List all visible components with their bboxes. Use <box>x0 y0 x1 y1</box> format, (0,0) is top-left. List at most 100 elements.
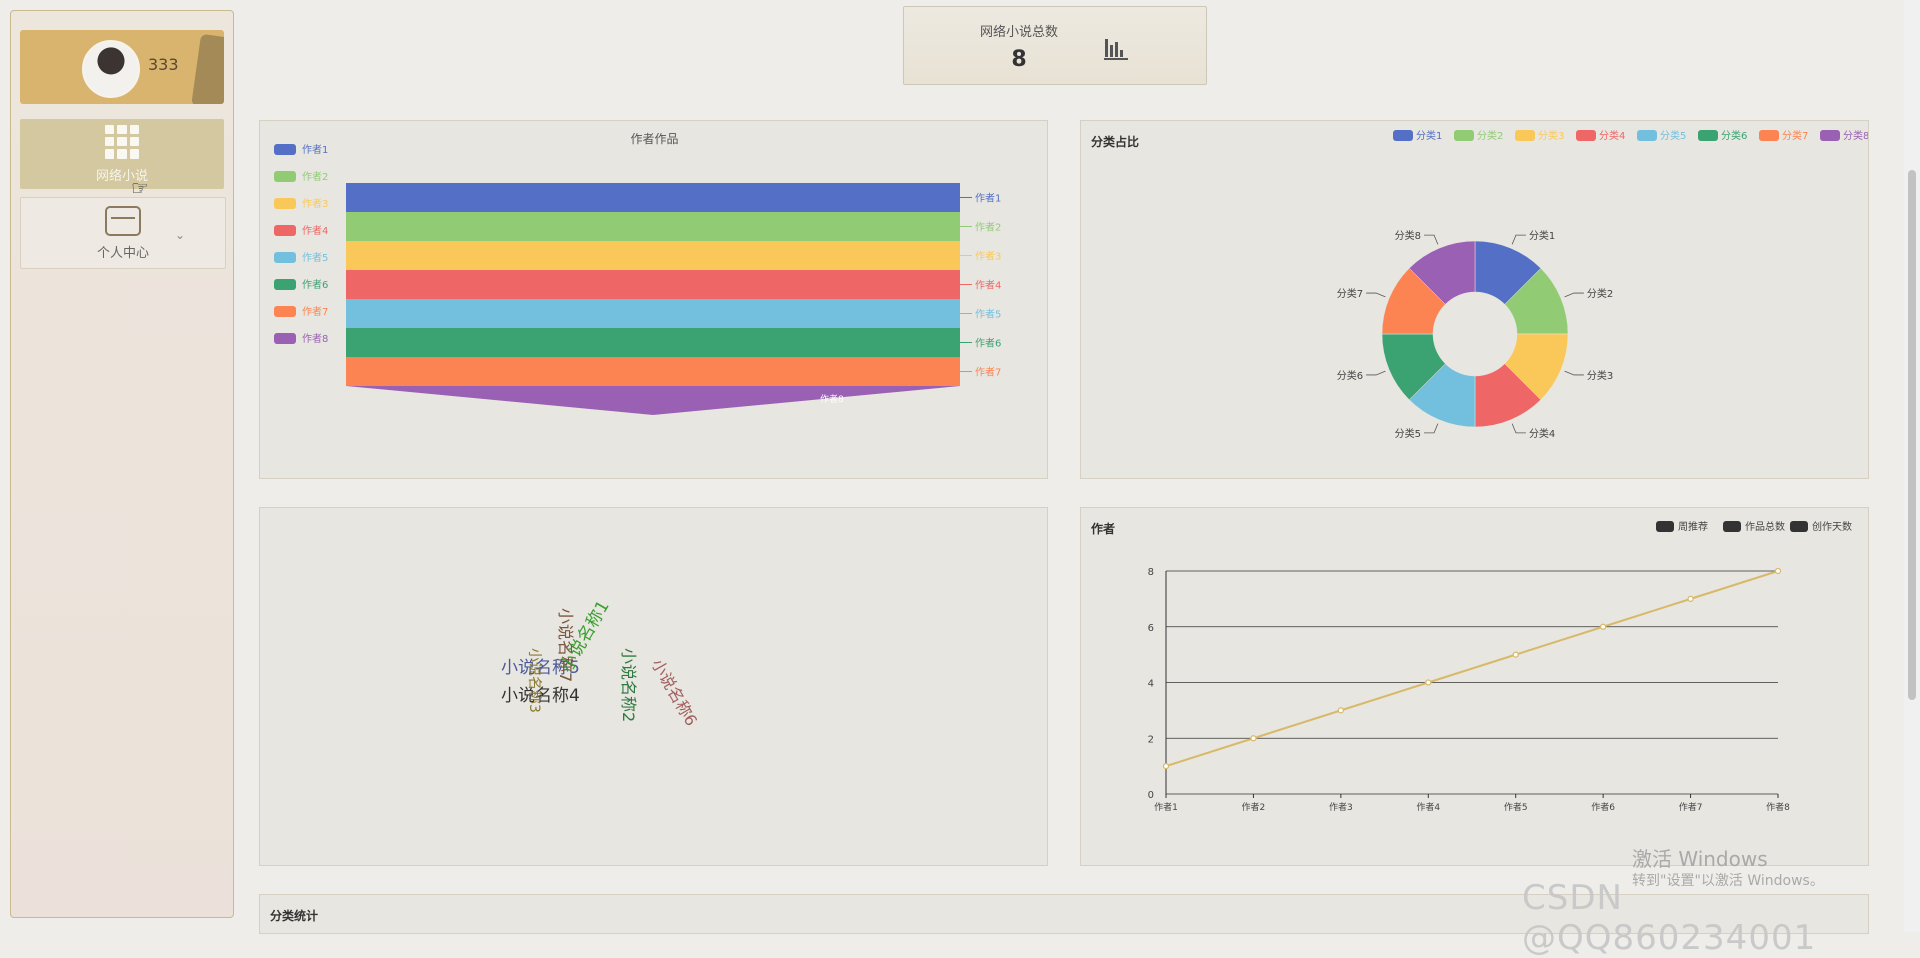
pie-slice-label: 分类2 <box>1587 287 1613 300</box>
funnel-chart[interactable]: 作者1作者2作者3作者4作者5作者6作者7作者8作者1作者2作者3作者4作者5作… <box>260 121 1047 478</box>
line-series-path <box>1165 570 1779 768</box>
funnel-legend-label: 作者2 <box>302 171 328 183</box>
line-panel: 作者 周推荐 作品总数 创作天数 0 2 4 6 8 作者1 作者2 作者3 作者4 作者5 作者6 作者7… <box>1080 507 1869 866</box>
nav-item-personal-center[interactable]: 个人中心 ⌄ <box>20 197 226 269</box>
funnel-band <box>346 357 960 386</box>
pie-legend-label: 分类8 <box>1843 129 1868 142</box>
novel-total-card: 网络小说总数 8 <box>903 6 1207 85</box>
chevron-down-icon[interactable]: ⌄ <box>174 228 185 242</box>
pie-legend-swatch <box>1820 130 1840 141</box>
grid-icon <box>105 124 139 159</box>
line-y-tick: 4 <box>1148 679 1154 690</box>
avatar[interactable] <box>82 40 140 98</box>
page-scrollbar[interactable] <box>1904 0 1920 932</box>
line-x-tick: 作者7 <box>1679 801 1703 813</box>
cloud-word: 小说名称4 <box>501 686 580 706</box>
funnel-legend-label: 作者4 <box>302 225 328 237</box>
line-x-tick: 作者3 <box>1329 801 1353 813</box>
bar-chart-icon <box>1104 39 1128 60</box>
line-point <box>1162 763 1170 770</box>
line-title: 作者 <box>1091 522 1116 536</box>
stat-label: 网络小说总数 <box>979 25 1058 40</box>
line-legend-label: 创作天数 <box>1812 520 1852 533</box>
scrollbar-thumb[interactable] <box>1908 170 1916 700</box>
sidebar: 333 网络小说 个人中心 ⌄ ☞ <box>10 10 234 918</box>
cloud-word: 小说名称5 <box>501 658 580 678</box>
pie-label-line <box>1564 292 1584 298</box>
line-point <box>1250 735 1257 742</box>
mouse-cursor-icon: ☞ <box>131 176 149 200</box>
pie-legend-swatch <box>1454 130 1474 141</box>
csdn-watermark: CSDN @QQ860234001 <box>1522 878 1817 958</box>
funnel-band <box>346 183 960 212</box>
cloud-word: 小说名称3 <box>526 648 542 713</box>
funnel-band-label: 作者4 <box>975 280 1001 292</box>
line-x-tick: 作者1 <box>1154 801 1178 813</box>
funnel-legend-label: 作者3 <box>302 198 328 210</box>
pie-legend-label: 分类4 <box>1599 129 1625 142</box>
cloud-word: 小说名称2 <box>619 648 638 722</box>
funnel-band <box>346 386 960 415</box>
pie-slice-label: 分类8 <box>1395 229 1421 242</box>
line-legend-swatch <box>1656 521 1674 532</box>
pie-legend-label: 分类6 <box>1721 129 1747 142</box>
nav-center-label: 个人中心 <box>96 245 149 261</box>
pie-chart[interactable]: 分类1 分类2 分类3 分类4 分类5 分类6 分类7 分类8分类1分类2分类3分类4分类5分… <box>1081 121 1868 478</box>
line-point <box>1687 595 1694 602</box>
pie-legend-label: 分类1 <box>1416 129 1442 142</box>
line-legend-label: 周推荐 <box>1678 520 1708 533</box>
pie-label-line <box>1564 370 1584 376</box>
line-x-tick: 作者6 <box>1591 801 1615 813</box>
funnel-band-label: 作者1 <box>975 193 1001 205</box>
line-point <box>1512 651 1519 658</box>
pie-label-line <box>1366 370 1386 376</box>
user-card[interactable]: 333 <box>20 30 224 104</box>
funnel-legend-swatch <box>274 306 296 317</box>
funnel-legend-swatch <box>274 171 296 182</box>
pie-label-line <box>1424 423 1439 434</box>
pie-legend-swatch <box>1515 130 1535 141</box>
funnel-legend-label: 作者7 <box>302 306 328 318</box>
nav-item-novel[interactable]: 网络小说 <box>20 119 224 189</box>
funnel-band <box>346 270 960 299</box>
pie-legend-label: 分类3 <box>1538 129 1564 142</box>
funnel-legend-swatch <box>274 198 296 209</box>
funnel-band-label: 作者2 <box>975 222 1001 234</box>
line-x-tick: 作者5 <box>1504 801 1528 813</box>
funnel-legend-swatch <box>274 333 296 344</box>
funnel-band-label: 作者7 <box>975 367 1001 379</box>
stat-value: 8 <box>1011 47 1027 72</box>
pie-label-line <box>1424 234 1439 245</box>
pie-panel: 分类占比 分类1 分类2 分类3 分类4 分类5 分类6 分类7 分类8 分类1 分类2 分类3 分类… <box>1080 120 1869 479</box>
funnel-panel: 作者作品 作者1 作者2 作者3 作者4 作者5 作者6 作者7 作者8 作者1 作者2 作者3 作者… <box>259 120 1048 479</box>
line-chart[interactable]: 周推荐 作品总数 创作天数 0 2 4 6 8 作者1 作者2 作者3 作者4 作者5 作者6 作者7 作者8 <box>1081 508 1868 865</box>
line-point <box>1337 707 1344 714</box>
pie-legend-swatch <box>1637 130 1657 141</box>
pie-legend-label: 分类7 <box>1782 129 1808 142</box>
funnel-band-label: 作者6 <box>975 338 1001 350</box>
funnel-band <box>346 212 960 241</box>
funnel-legend-swatch <box>274 144 296 155</box>
funnel-band-label: 作者3 <box>975 251 1001 263</box>
windows-activate-hint: 转到"设置"以激活 Windows。 <box>1632 873 1824 889</box>
funnel-legend-label: 作者1 <box>302 144 328 156</box>
funnel-band-label: 作者8 <box>820 393 844 405</box>
user-name: 333 <box>148 55 179 74</box>
funnel-band <box>346 241 960 270</box>
nav-novel-label: 网络小说 <box>95 168 148 184</box>
line-x-tick: 作者8 <box>1766 801 1790 813</box>
pie-slice-label: 分类5 <box>1395 427 1421 440</box>
line-point <box>1774 567 1782 575</box>
funnel-legend-label: 作者5 <box>302 252 328 264</box>
funnel-band <box>346 299 960 328</box>
line-y-tick: 6 <box>1148 623 1154 634</box>
cloud-word: 小说名称7 <box>556 608 575 682</box>
line-legend-swatch <box>1790 521 1808 532</box>
line-legend-label: 作品总数 <box>1745 520 1785 533</box>
funnel-legend-swatch <box>274 225 296 236</box>
pie-title: 分类占比 <box>1091 135 1140 149</box>
line-y-tick: 2 <box>1148 734 1154 745</box>
cloud-word: 小说名称6 <box>648 656 702 730</box>
pie-label-line <box>1366 292 1386 298</box>
